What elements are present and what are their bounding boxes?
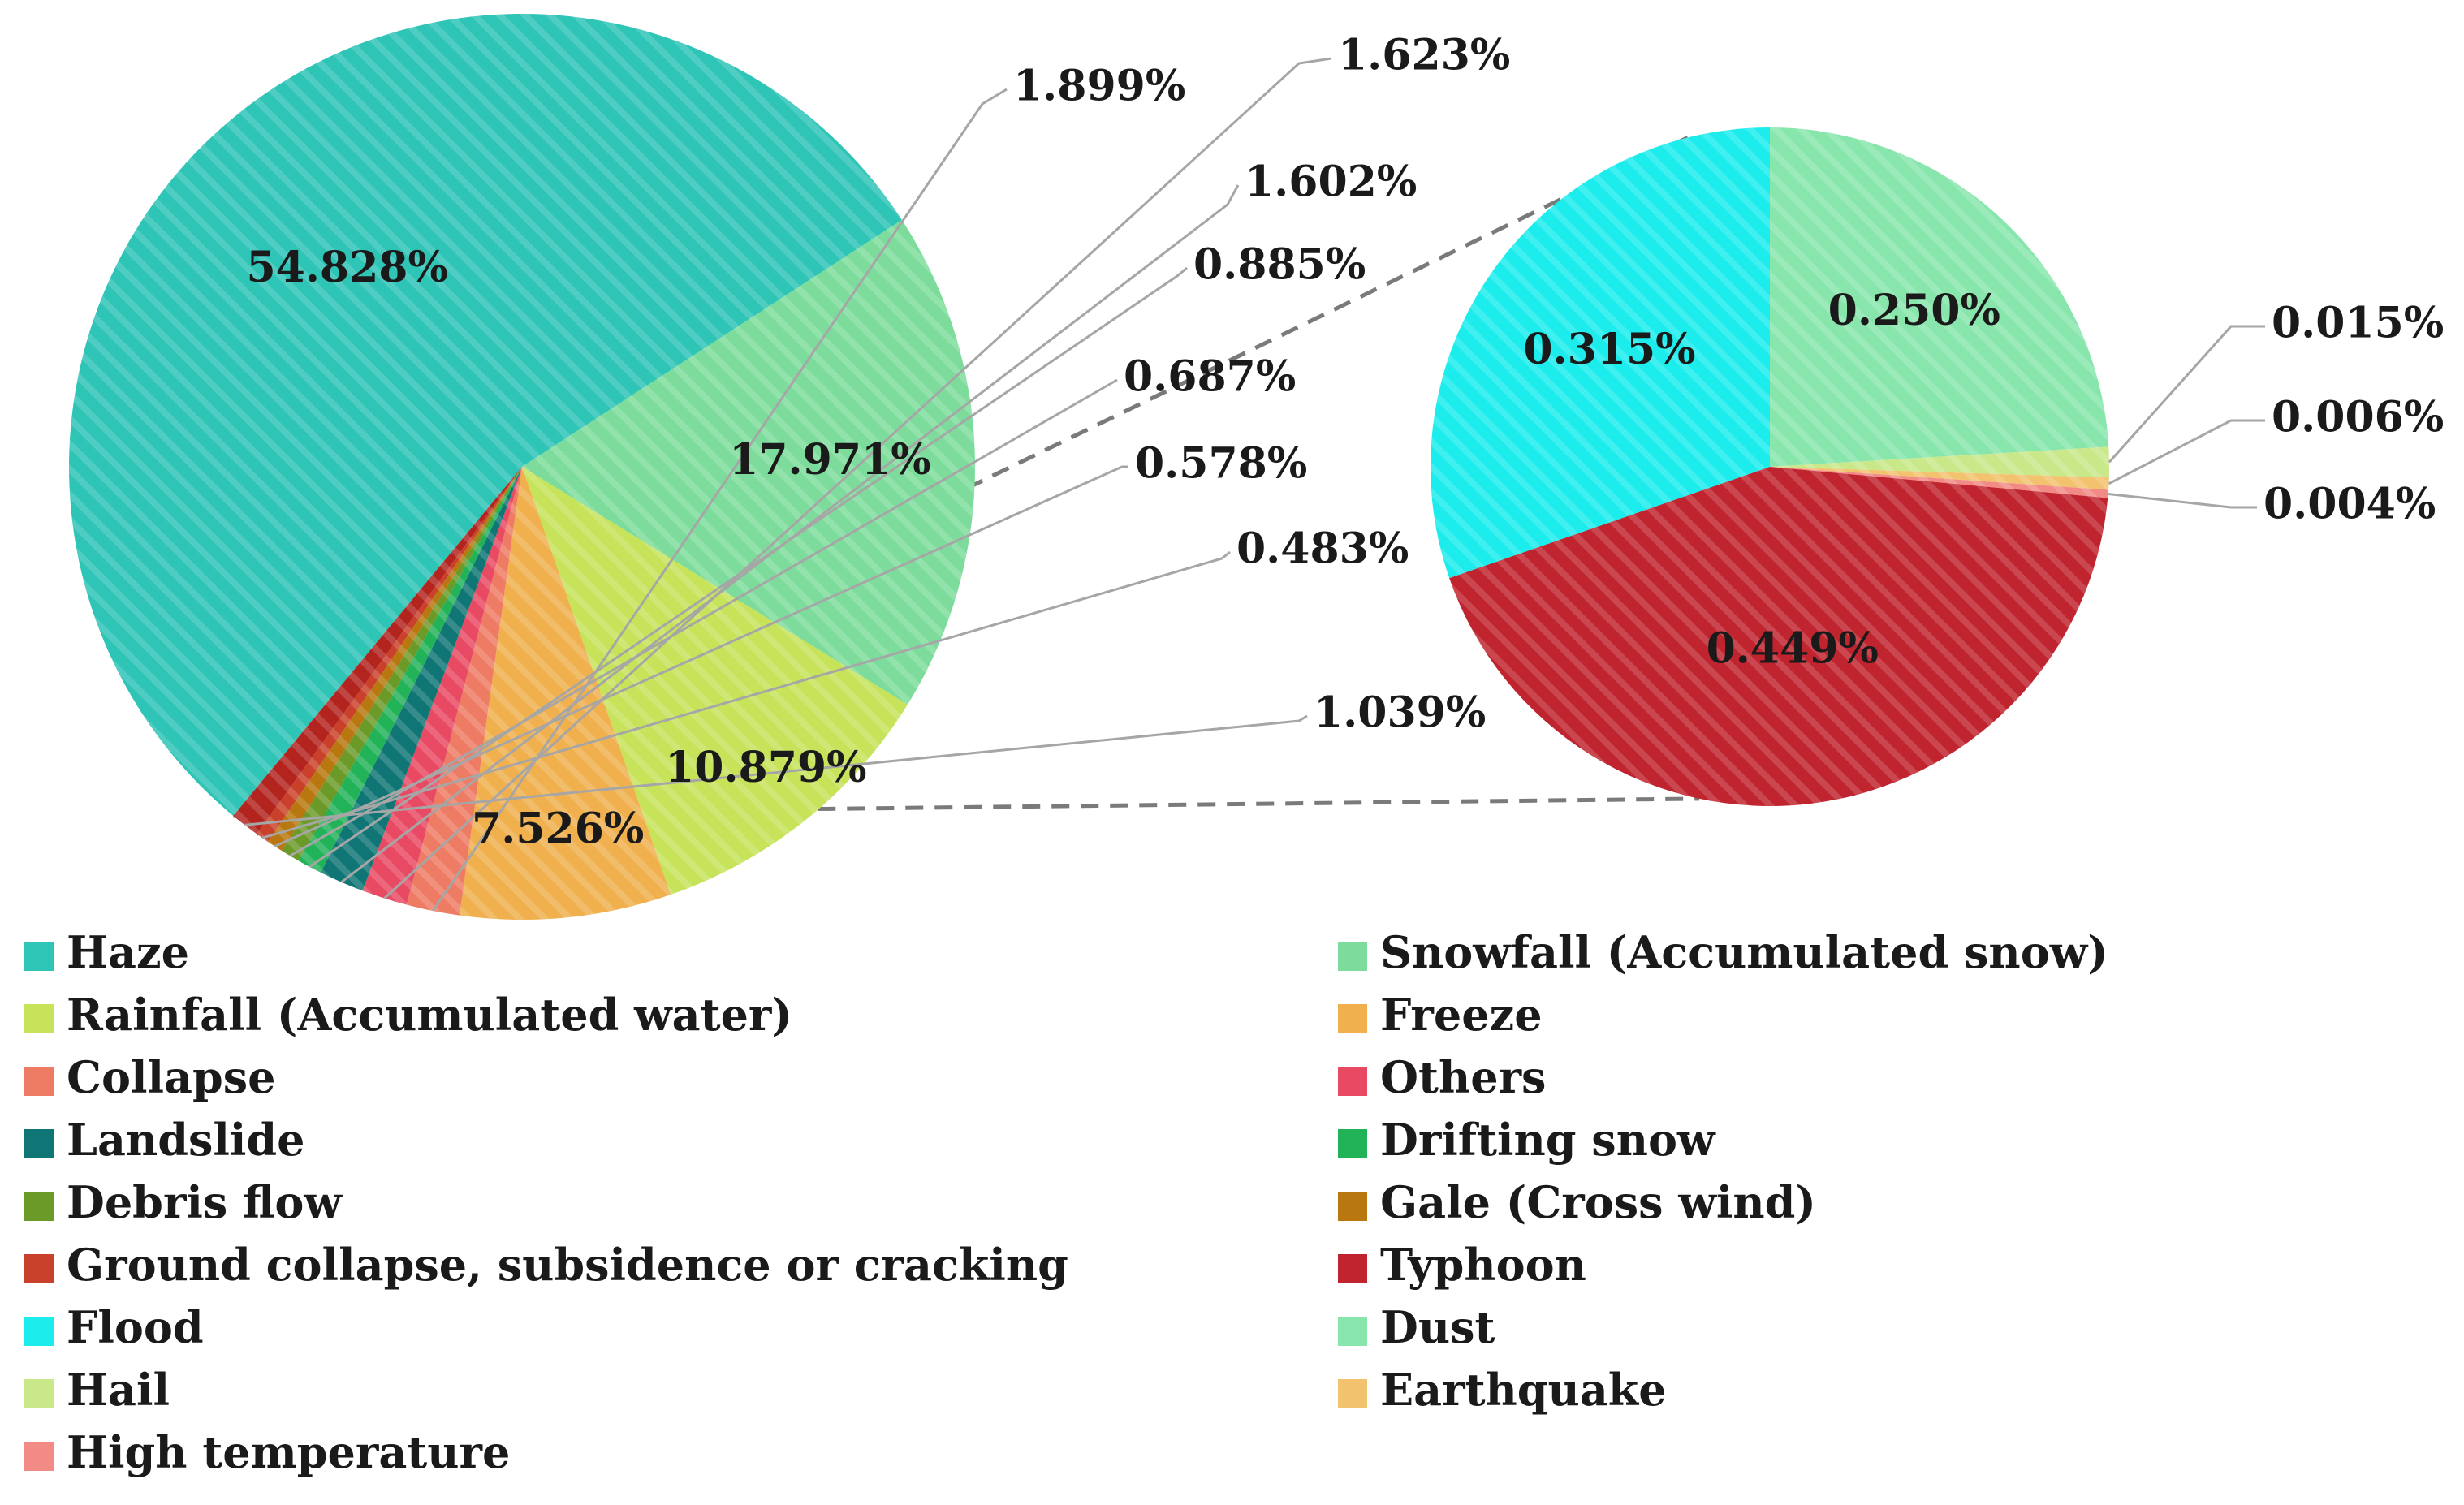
legend-label-hail: Hail <box>67 1364 170 1416</box>
main-pie-slice-rainfall-accumulated-water <box>522 467 908 895</box>
legend-label-freeze: Freeze <box>1380 989 1543 1041</box>
legend-item-drifting-snow: Drifting snow <box>1338 1114 1716 1166</box>
sub-pie-slice-dust <box>1770 127 2109 467</box>
legend-label-haze: Haze <box>67 926 189 978</box>
legend-item-ground-collapse-subsidence-or-cracking: Ground collapse, subsidence or cracking <box>24 1239 1068 1291</box>
legend-label-flood: Flood <box>67 1301 204 1353</box>
legend-label-rainfall-accumulated-water: Rainfall (Accumulated water) <box>67 989 792 1041</box>
data-label-others: 1.623% <box>1338 31 1510 80</box>
legend-item-freeze: Freeze <box>1338 989 1543 1041</box>
leader-line-drifting-snow <box>309 266 1188 869</box>
leader-line-gale-cross-wind <box>274 465 1128 847</box>
data-label-haze: 54.828% <box>246 243 447 292</box>
legend-label-landslide: Landslide <box>67 1114 305 1166</box>
legend-label-drifting-snow: Drifting snow <box>1380 1114 1716 1166</box>
data-label-flood: 0.315% <box>1523 325 1695 374</box>
data-label-rainfall-accumulated-water: 10.879% <box>665 743 866 792</box>
legend-item-typhoon: Typhoon <box>1338 1239 1586 1291</box>
data-label-gale-cross-wind: 0.578% <box>1135 439 1307 489</box>
legend-label-earthquake: Earthquake <box>1380 1364 1667 1416</box>
sub-pie-slice-hail <box>1770 446 2109 478</box>
sub-pie-slice-typhoon <box>1449 467 2108 806</box>
data-label-drifting-snow: 0.885% <box>1193 240 1366 290</box>
legend-item-hail: Hail <box>24 1364 170 1416</box>
data-labels: 54.828% 17.971% 10.879% 7.526% 0.250% 0.449% 0… <box>246 31 2444 854</box>
main-pie-slice-ground-collapse-subsidence-or-cracking <box>257 467 522 842</box>
leader-line-other-grouped <box>244 714 1308 826</box>
data-label-collapse: 1.899% <box>1013 62 1185 111</box>
legend-item-flood: Flood <box>24 1301 204 1353</box>
leader-line-hail <box>2108 325 2265 464</box>
main-pie-slice-other-grouped <box>233 467 522 834</box>
legend-swatch-freeze <box>1338 1004 1367 1033</box>
legend-item-dust: Dust <box>1338 1301 1495 1353</box>
leader-line-collapse <box>431 88 1008 912</box>
data-label-hail: 0.015% <box>2272 299 2444 348</box>
legend-label-dust: Dust <box>1380 1301 1495 1353</box>
legend-label-others: Others <box>1380 1051 1546 1103</box>
data-label-freeze: 7.526% <box>472 804 644 853</box>
sub-pie-slice-high-temperature <box>1770 467 2109 498</box>
legend-label-gale-cross-wind: Gale (Cross wind) <box>1380 1176 1816 1228</box>
legend-item-snowfall-accumulated-snow: Snowfall (Accumulated snow) <box>1338 926 2108 978</box>
leader-line-earthquake <box>2108 419 2265 485</box>
main-pie-slice-drifting-snow <box>298 467 522 873</box>
legend-label-debris-flow: Debris flow <box>67 1176 343 1228</box>
legend-swatch-flood <box>24 1317 54 1346</box>
legend-swatch-dust <box>1338 1317 1367 1346</box>
legend-swatch-landslide <box>24 1129 54 1158</box>
legend-item-landslide: Landslide <box>24 1114 305 1166</box>
leader-line-ground-collapse-subsidence-or-cracking <box>261 550 1231 839</box>
data-label-high-temperature: 0.004% <box>2263 480 2436 529</box>
data-label-other-grouped: 1.039% <box>1314 688 1486 738</box>
legend-swatch-drifting-snow <box>1338 1129 1367 1158</box>
main-pie-slice-debris-flow <box>281 467 522 861</box>
legend-swatch-hail <box>24 1379 54 1408</box>
legend-swatch-ground-collapse-subsidence-or-cracking <box>24 1254 54 1283</box>
legend-swatch-collapse <box>24 1067 54 1096</box>
leader-lines <box>244 57 2265 912</box>
data-label-dust: 0.250% <box>1828 286 2000 335</box>
legend-swatch-rainfall-accumulated-water <box>24 1004 54 1033</box>
data-label-earthquake: 0.006% <box>2272 393 2444 442</box>
legend-swatch-gale-cross-wind <box>1338 1192 1367 1221</box>
legend-swatch-others <box>1338 1067 1367 1096</box>
legend-item-haze: Haze <box>24 926 189 978</box>
leader-line-others <box>383 57 1332 899</box>
legend-item-high-temperature: High temperature <box>24 1426 510 1478</box>
legend-label-snowfall-accumulated-snow: Snowfall (Accumulated snow) <box>1380 926 2108 978</box>
data-label-snowfall-accumulated-snow: 17.971% <box>729 435 930 485</box>
legend-label-collapse: Collapse <box>67 1051 276 1103</box>
legend-swatch-high-temperature <box>24 1442 54 1471</box>
legend-swatch-debris-flow <box>24 1192 54 1221</box>
legend-swatch-haze <box>24 942 54 971</box>
data-label-typhoon: 0.449% <box>1707 624 1879 674</box>
data-label-landslide: 1.602% <box>1245 157 1417 207</box>
legend-item-rainfall-accumulated-water: Rainfall (Accumulated water) <box>24 989 792 1041</box>
legend: Haze Snowfall (Accumulated snow) Rainfall … <box>24 926 2108 1478</box>
secondary-pie <box>1431 127 2109 806</box>
sub-pie-slice-flood <box>1431 127 1770 579</box>
legend-item-gale-cross-wind: Gale (Cross wind) <box>1338 1176 1816 1228</box>
legend-label-typhoon: Typhoon <box>1380 1239 1586 1291</box>
leader-line-high-temperature <box>2108 492 2257 509</box>
legend-swatch-snowfall-accumulated-snow <box>1338 942 1367 971</box>
legend-label-ground-collapse-subsidence-or-cracking: Ground collapse, subsidence or cracking <box>67 1239 1068 1291</box>
legend-swatch-typhoon <box>1338 1254 1367 1283</box>
main-pie-slice-landslide <box>321 467 522 891</box>
legend-label-high-temperature: High temperature <box>67 1426 510 1478</box>
legend-swatch-earthquake <box>1338 1379 1367 1408</box>
main-pie-slice-collapse <box>406 467 522 916</box>
data-label-ground-collapse-subsidence-or-cracking: 0.483% <box>1236 524 1409 574</box>
data-label-debris-flow: 0.687% <box>1124 352 1296 402</box>
main-pie-slice-gale-cross-wind <box>267 467 522 852</box>
sub-pie-slice-earthquake <box>1770 467 2109 490</box>
legend-item-collapse: Collapse <box>24 1051 276 1103</box>
legend-item-others: Others <box>1338 1051 1546 1103</box>
main-pie-slice-haze <box>69 14 902 816</box>
legend-item-earthquake: Earthquake <box>1338 1364 1667 1416</box>
main-pie-slice-others <box>362 467 522 905</box>
legend-item-debris-flow: Debris flow <box>24 1176 343 1228</box>
